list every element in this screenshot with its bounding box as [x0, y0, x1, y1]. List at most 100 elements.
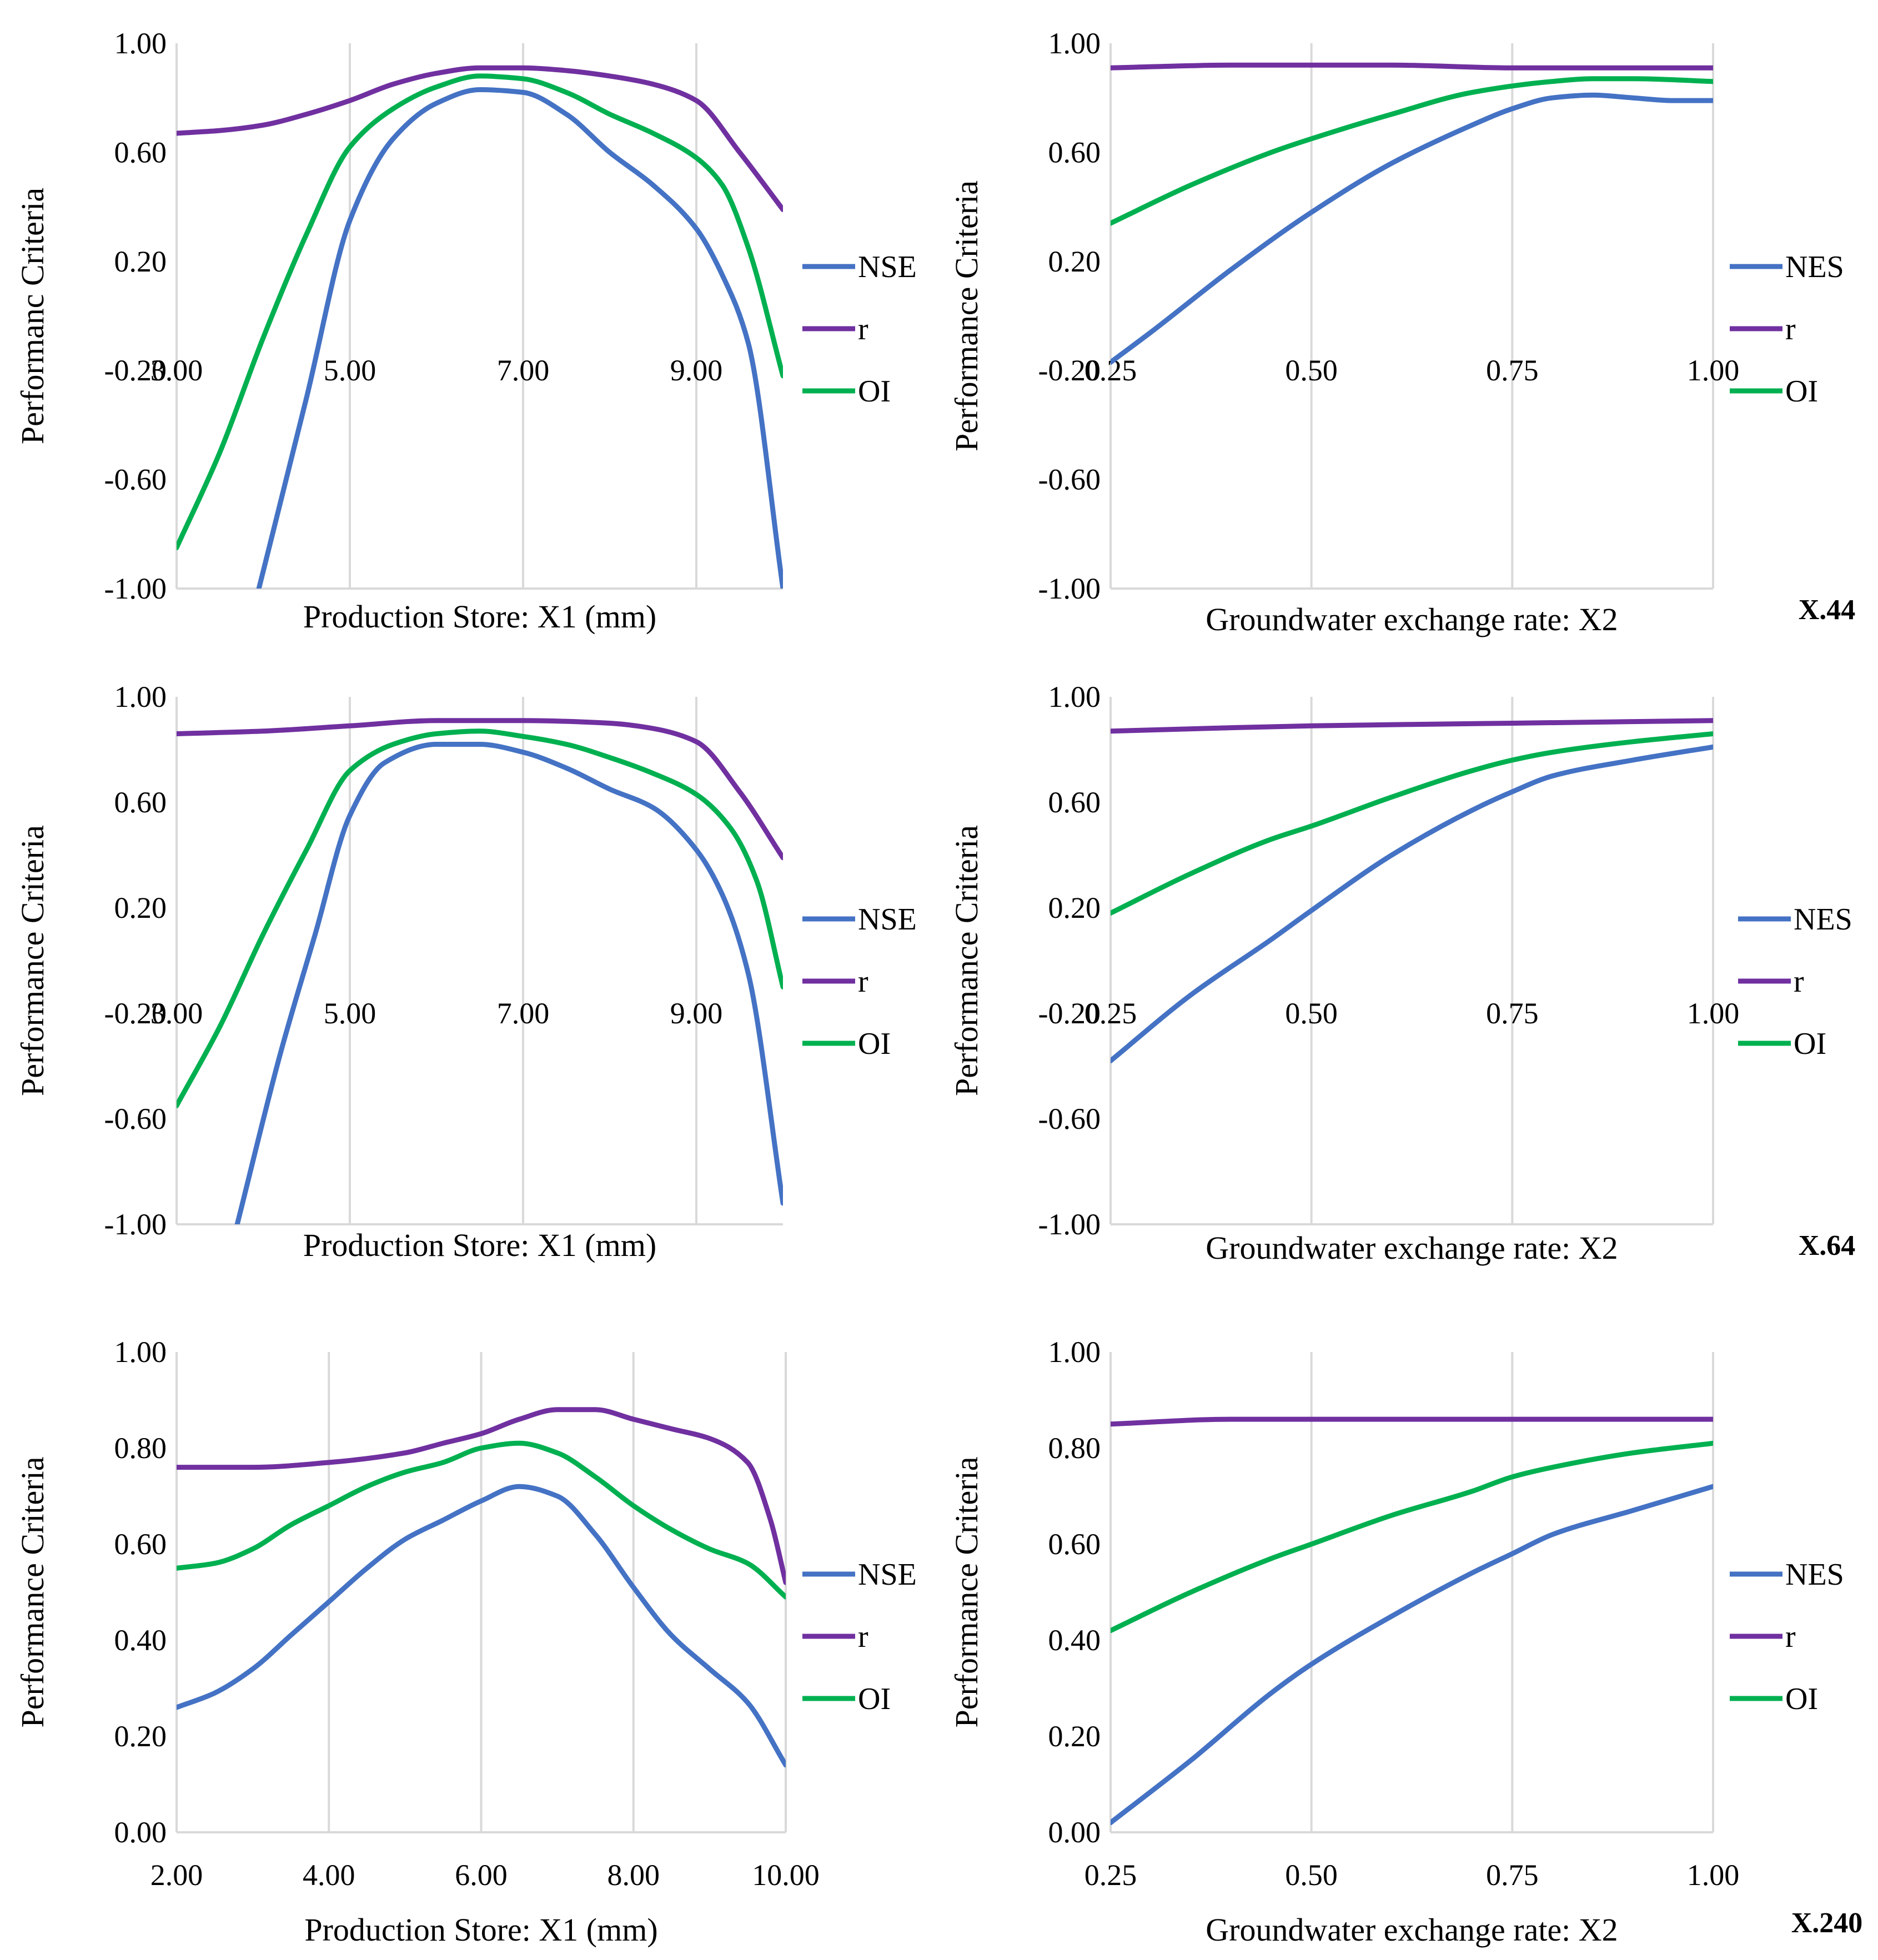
series-line-oi	[1111, 731, 1713, 916]
y-tick-label: -1.00	[1038, 572, 1101, 605]
chart-panel-row2-right: 1.00 0.60 0.20 -0.20 -0.60 -1.00 0.25 0.50 0.75 1…	[948, 680, 1855, 1266]
x-tick-label: 0.25	[1084, 1858, 1137, 1892]
legend-label: NES	[1785, 1557, 1844, 1592]
series-line-nes	[1111, 744, 1713, 1063]
x-tick-label: 0.50	[1285, 354, 1338, 387]
x-tick-label: 9.00	[670, 997, 723, 1030]
y-tick-label: 0.20	[1048, 245, 1101, 278]
y-tick-label: -0.20	[104, 997, 167, 1030]
series-line-r	[1111, 718, 1713, 734]
y-tick-label: 0.20	[114, 1720, 167, 1753]
y-axis-title: Performance Criteria	[14, 1457, 51, 1728]
series-line-oi	[1111, 1440, 1713, 1634]
y-tick-label: 0.00	[114, 1816, 167, 1849]
x-axis-title: Production Store: X1 (mm)	[303, 599, 656, 635]
y-tick-label: 0.60	[114, 786, 167, 819]
series-line-r	[177, 65, 783, 212]
y-axis-title: Performanc Criteria	[14, 188, 51, 444]
series-line-nse	[177, 1484, 786, 1768]
legend-label: r	[1785, 1620, 1796, 1654]
y-tick-label: 1.00	[114, 27, 167, 60]
x-tick-label: 7.00	[497, 997, 550, 1030]
x-tick-label: 0.25	[1084, 997, 1137, 1030]
series-line-oi	[177, 73, 783, 550]
y-tick-label: -1.00	[104, 1208, 167, 1241]
y-tick-label: 0.20	[114, 891, 167, 924]
x-tick-label: 0.50	[1285, 1858, 1338, 1892]
x-axis-title: Production Store: X1 (mm)	[303, 1227, 656, 1263]
series-line-nse	[234, 741, 783, 1224]
y-tick-label: 0.60	[114, 1527, 167, 1561]
x-tick-label: 2.00	[150, 1858, 203, 1892]
x-tick-label: 5.00	[324, 354, 376, 387]
legend-label: OI	[858, 374, 891, 409]
y-axis-title: Performance Criteria	[948, 1457, 985, 1728]
chart-panel-row2-left: 1.00 0.60 0.20 -0.20 -0.60 -1.00 3.00 5.00 7.00 9…	[14, 680, 917, 1263]
y-tick-label: 0.60	[1048, 135, 1101, 169]
y-tick-label: 1.00	[1048, 680, 1101, 713]
y-tick-label: -0.20	[104, 354, 167, 387]
panel-tag: X.44	[1799, 594, 1856, 626]
legend-label: r	[1794, 964, 1804, 999]
legend-label: OI	[1794, 1027, 1826, 1061]
y-tick-label: 0.60	[1048, 1527, 1101, 1561]
x-tick-label: 0.25	[1084, 354, 1137, 387]
y-tick-label: -0.60	[1038, 463, 1101, 496]
legend-label: r	[858, 312, 868, 346]
x-tick-label: 0.75	[1486, 1858, 1539, 1892]
y-tick-label: 0.60	[1048, 786, 1101, 819]
x-tick-label: 1.00	[1687, 997, 1740, 1030]
x-tick-label: 0.50	[1285, 997, 1338, 1030]
x-tick-label: 7.00	[497, 354, 550, 387]
y-axis-title: Performance Criteria	[948, 180, 985, 451]
x-axis-title: Groundwater exchange rate: X2	[1206, 1230, 1618, 1266]
legend-label: NSE	[858, 902, 917, 937]
legend-label: NSE	[858, 250, 917, 284]
y-axis-title: Performance Criteria	[948, 825, 985, 1096]
x-axis-title: Production Store: X1 (mm)	[304, 1912, 657, 1948]
panel-tag: X.64	[1799, 1230, 1856, 1262]
y-tick-label: 0.00	[1048, 1816, 1101, 1849]
series-line-nse	[256, 87, 783, 589]
y-tick-label: 0.40	[1048, 1624, 1101, 1657]
y-tick-label: 0.80	[1048, 1431, 1101, 1465]
series-line-nes	[1111, 92, 1713, 365]
x-tick-label: 8.00	[607, 1858, 660, 1892]
y-tick-label: 0.20	[1048, 1720, 1101, 1753]
chart-panel-row1-right: 1.00 0.60 0.20 -0.20 -0.60 -1.00 0.25 0.50 0.75 1…	[948, 27, 1855, 637]
x-tick-label: 6.00	[455, 1858, 508, 1892]
x-tick-label: 5.00	[324, 997, 376, 1030]
series-line-oi	[177, 1440, 786, 1600]
legend-label: OI	[858, 1682, 891, 1716]
y-tick-label: 1.00	[1048, 27, 1101, 60]
legend-label: OI	[1785, 374, 1818, 409]
y-tick-label: 0.20	[114, 245, 167, 278]
x-tick-label: 9.00	[670, 354, 723, 387]
chart-panel-row1-left: 1.00 0.60 0.20 -0.20 -0.60 -1.00 3.00 5.00 7.00 9…	[14, 27, 917, 635]
legend-label: OI	[858, 1027, 891, 1061]
legend-label: NES	[1794, 902, 1852, 937]
y-tick-label: 0.60	[114, 135, 167, 169]
y-tick-label: 0.40	[114, 1624, 167, 1657]
legend-label: NES	[1785, 250, 1844, 284]
x-axis-title: Groundwater exchange rate: X2	[1206, 1912, 1618, 1948]
legend-label: NSE	[858, 1557, 917, 1592]
x-tick-label: 0.75	[1486, 354, 1539, 387]
y-tick-label: 1.00	[1048, 1335, 1101, 1369]
x-tick-label: 1.00	[1687, 1858, 1740, 1892]
y-tick-label: -1.00	[1038, 1208, 1101, 1241]
legend-label: OI	[1785, 1682, 1818, 1716]
panel-tag: X.240	[1791, 1907, 1863, 1939]
y-tick-label: -1.00	[104, 572, 167, 605]
x-tick-label: 3.00	[150, 997, 203, 1030]
y-tick-label: 0.20	[1048, 891, 1101, 924]
x-tick-label: 10.00	[752, 1858, 820, 1892]
series-line-r	[1111, 1416, 1713, 1427]
series-line-r	[1111, 62, 1713, 71]
chart-panel-row3-left: 1.00 0.80 0.60 0.40 0.20 0.00 2.00 4.00 6.00 8.00…	[14, 1335, 917, 1948]
y-tick-label: -0.20	[1038, 997, 1101, 1030]
y-tick-label: -0.60	[1038, 1102, 1101, 1135]
series-line-r	[177, 718, 783, 861]
